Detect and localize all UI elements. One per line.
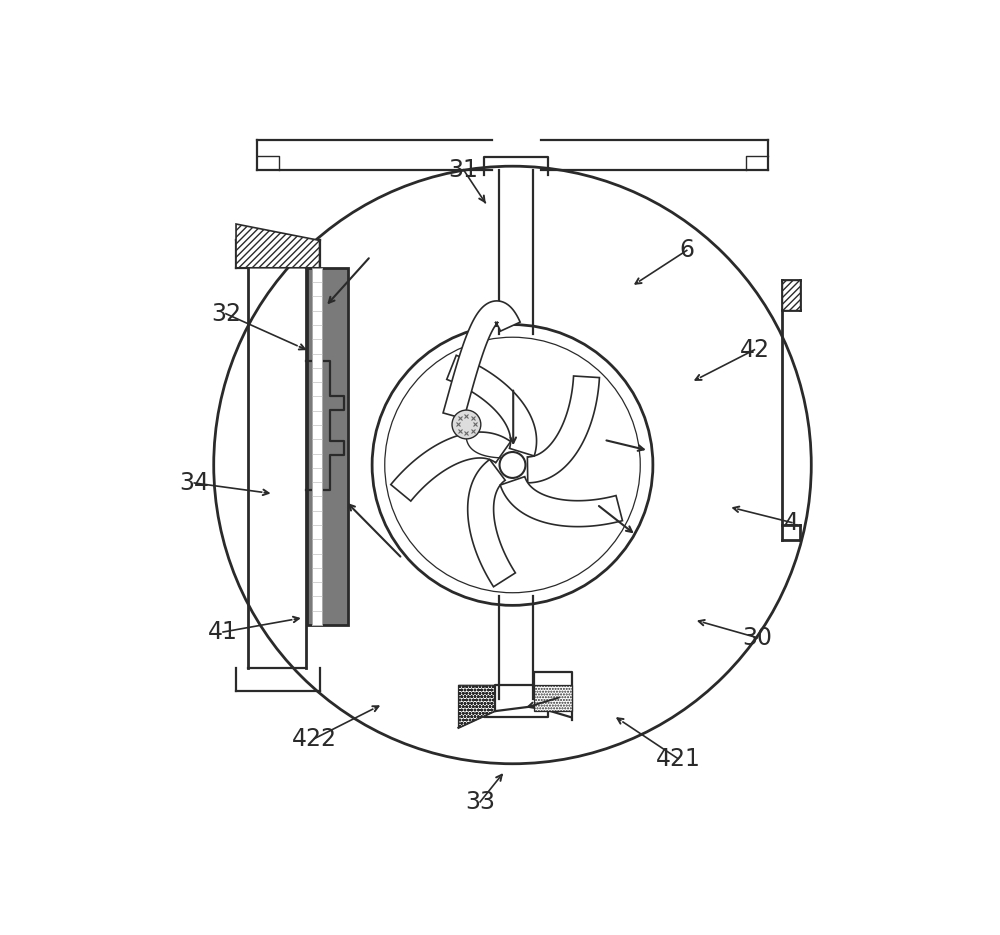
Text: 34: 34 [179, 471, 209, 495]
Polygon shape [443, 301, 520, 419]
Text: 421: 421 [656, 747, 701, 770]
Polygon shape [312, 267, 322, 625]
Polygon shape [534, 685, 572, 712]
Text: 4: 4 [784, 511, 799, 535]
Polygon shape [500, 477, 622, 526]
Polygon shape [307, 267, 348, 625]
Text: 42: 42 [739, 338, 769, 362]
Text: 41: 41 [208, 620, 238, 644]
Text: 30: 30 [742, 626, 772, 650]
Polygon shape [447, 355, 537, 456]
Polygon shape [527, 376, 599, 482]
Polygon shape [391, 432, 511, 501]
Text: 32: 32 [211, 302, 241, 325]
Circle shape [500, 452, 525, 478]
Circle shape [452, 410, 481, 439]
Text: 33: 33 [465, 790, 495, 813]
Text: 6: 6 [679, 238, 694, 263]
Polygon shape [459, 685, 495, 727]
Text: 422: 422 [292, 726, 337, 751]
Polygon shape [782, 280, 800, 310]
Polygon shape [236, 224, 320, 267]
Polygon shape [468, 459, 515, 587]
Text: 31: 31 [449, 158, 478, 181]
